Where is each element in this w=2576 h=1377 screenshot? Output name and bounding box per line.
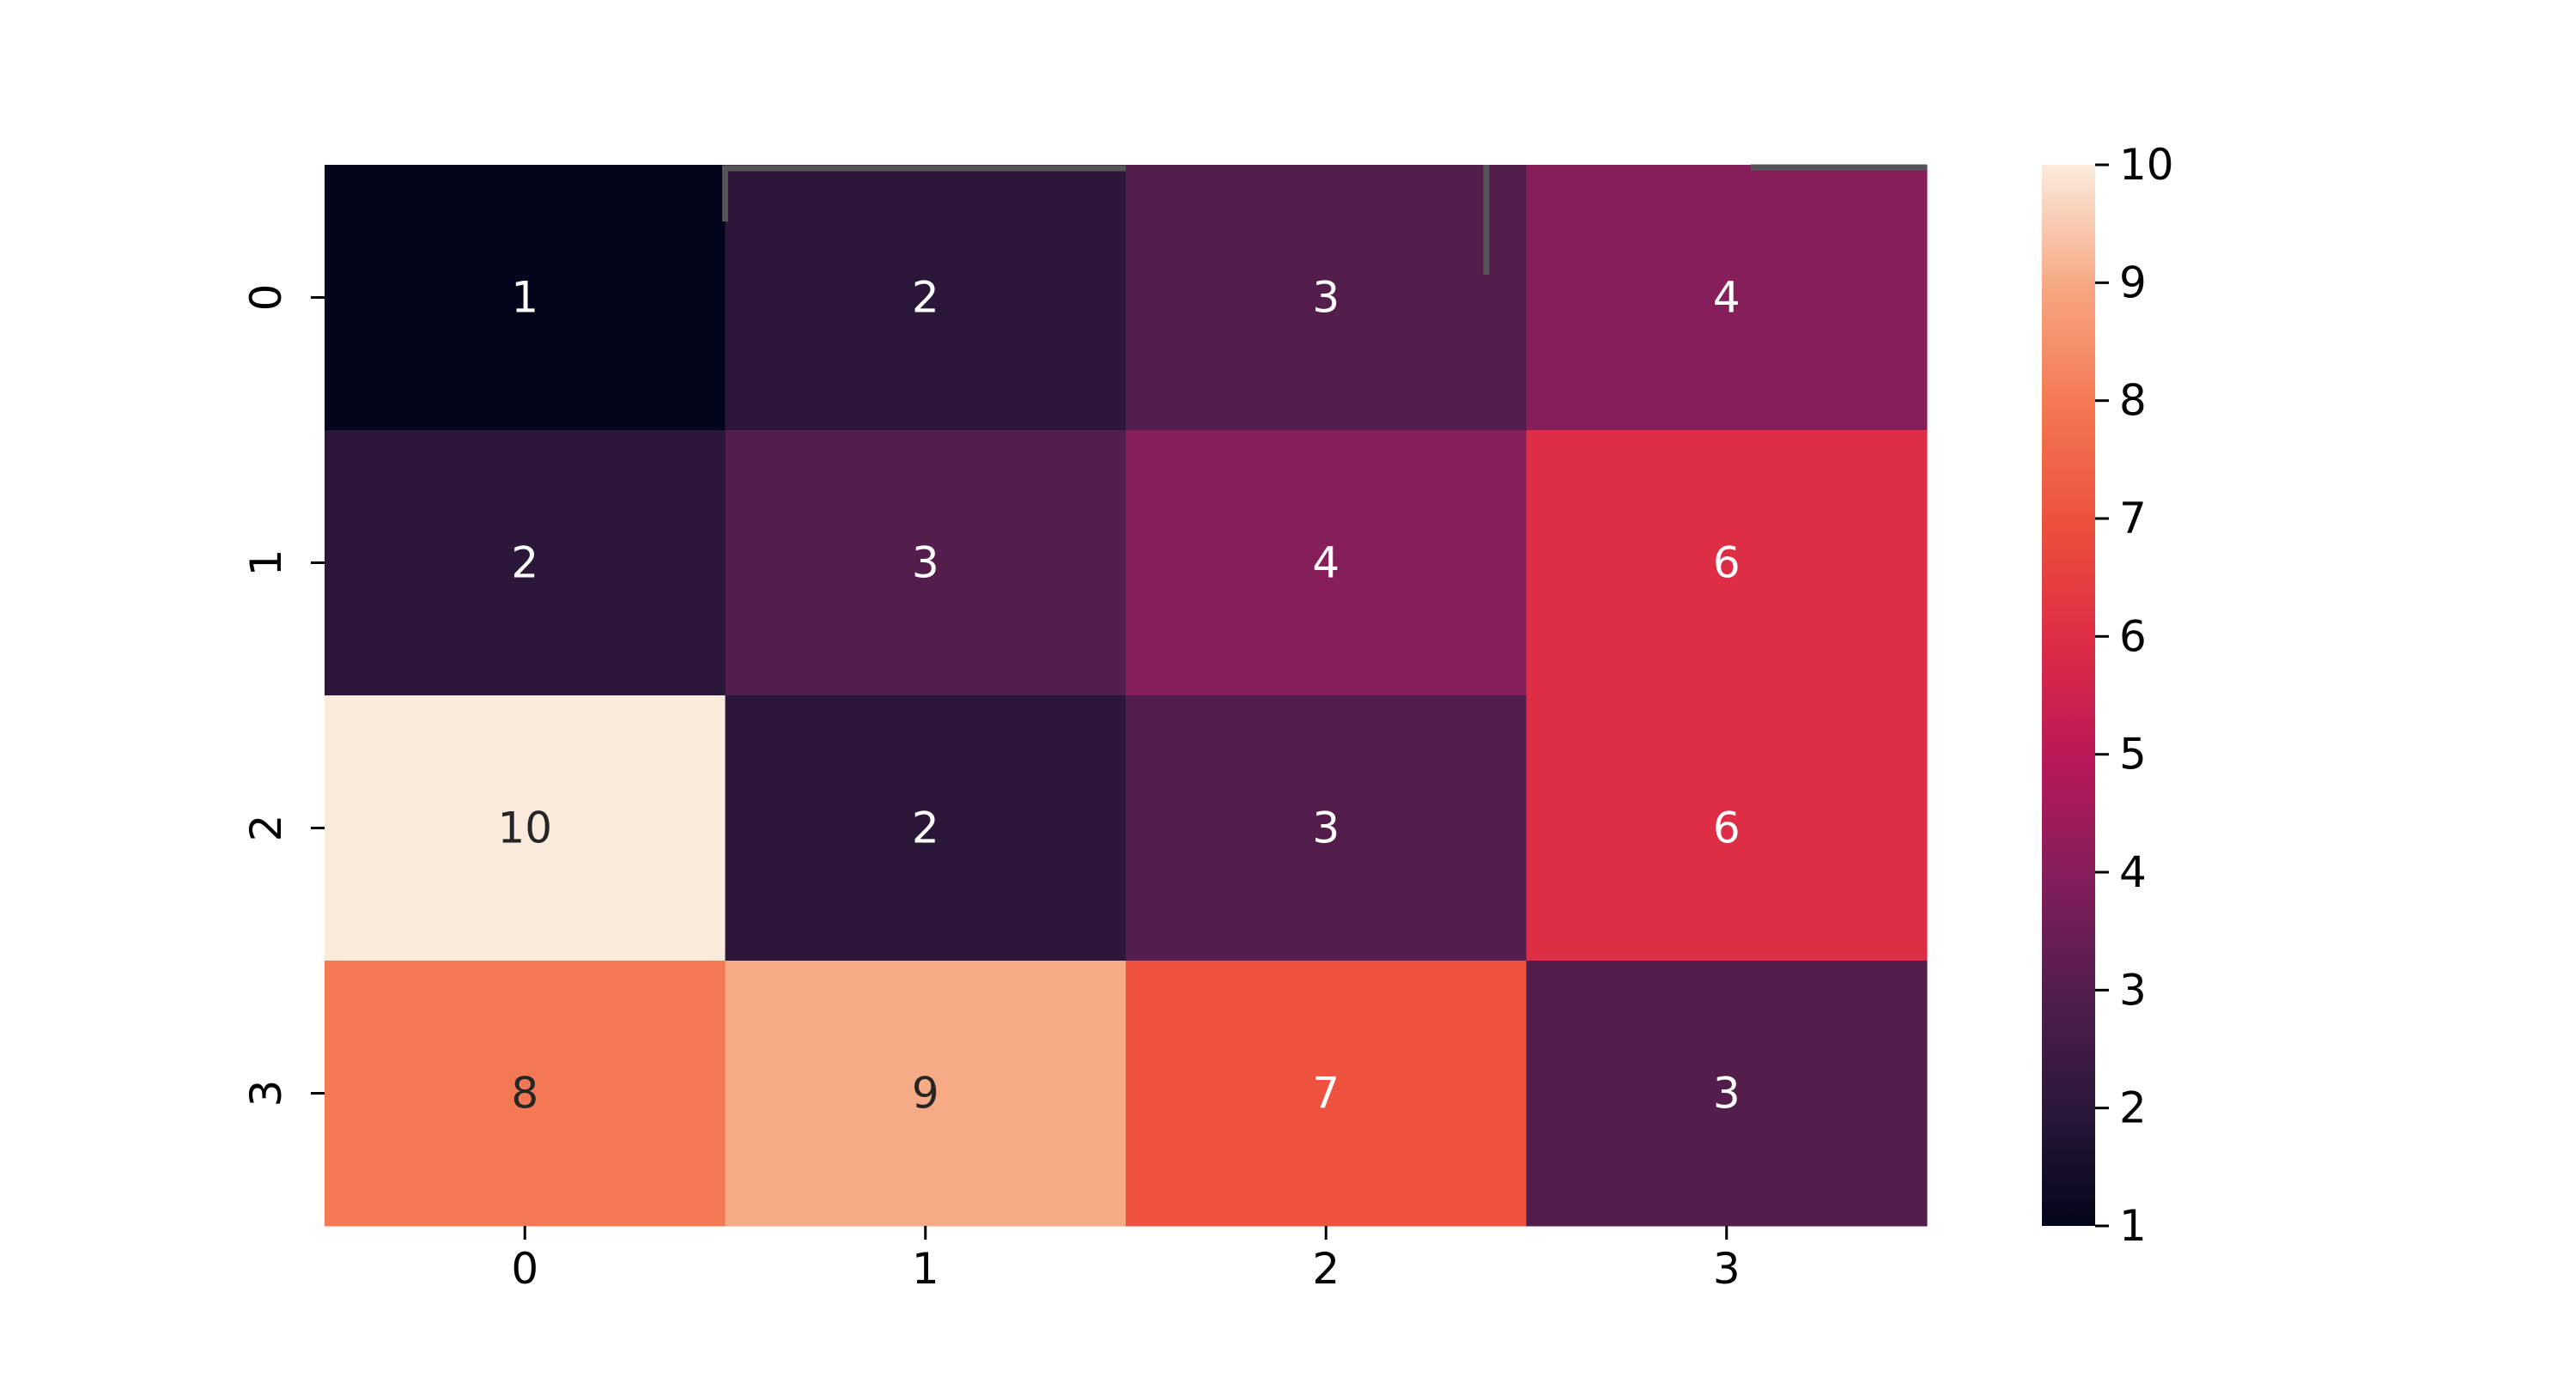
- x-tick-label-3: 3: [1713, 1244, 1741, 1294]
- cell-label-r1-c2: 4: [1312, 538, 1340, 588]
- heatmap-annotations: 1 2 3 4 2 3 4 6 10 2 3 6 8 9 7 3: [497, 273, 1740, 1119]
- heatmap-cell-r3-c2: [1126, 961, 1527, 1227]
- y-tick-label-3: 3: [241, 1080, 291, 1107]
- colorbar-tick-label-4: 5: [2119, 730, 2147, 779]
- cell-label-r3-c1: 9: [912, 1069, 939, 1119]
- y-tick-label-2: 2: [241, 815, 291, 842]
- cell-label-r3-c3: 3: [1713, 1069, 1741, 1119]
- heatmap-cell-r0-c1: [725, 165, 1127, 431]
- colorbar-tick-label-9: 10: [2119, 140, 2174, 190]
- colorbar: 1 2 3 4 5 6 7 8 9 10: [2042, 140, 2174, 1251]
- x-tick-label-1: 1: [912, 1244, 939, 1294]
- colorbar-tick-label-3: 4: [2119, 847, 2147, 897]
- cell-label-r0-c3: 4: [1713, 273, 1741, 323]
- heatmap-cell-r2-c3: [1526, 695, 1928, 961]
- heatmap-cell-r3-c0: [325, 961, 726, 1227]
- heatmap-cells: [325, 165, 1928, 1227]
- y-tick-label-0: 0: [241, 284, 291, 312]
- colorbar-tick-label-2: 3: [2119, 965, 2147, 1015]
- x-tick-label-2: 2: [1312, 1244, 1340, 1294]
- heatmap-cell-r3-c1: [725, 961, 1127, 1227]
- heatmap-cell-r1-c1: [725, 430, 1127, 696]
- cell-label-r2-c0: 10: [497, 804, 552, 853]
- cell-label-r0-c1: 2: [912, 273, 939, 323]
- y-tick-label-1: 1: [241, 549, 291, 577]
- cell-label-r3-c2: 7: [1312, 1069, 1340, 1119]
- heatmap-cell-r0-c2: [1126, 165, 1527, 431]
- overlay-mark-0: [722, 165, 1126, 221]
- colorbar-tick-label-1: 2: [2119, 1083, 2147, 1133]
- heatmap-cell-r2-c1: [725, 695, 1127, 961]
- cell-label-r0-c2: 3: [1312, 273, 1340, 323]
- overlay-marks: [722, 164, 1927, 275]
- cell-label-r1-c1: 3: [912, 538, 939, 588]
- colorbar-gradient: [2042, 165, 2095, 1226]
- x-tick-label-0: 0: [511, 1244, 538, 1294]
- heatmap-cell-r2-c2: [1126, 695, 1527, 961]
- heatmap-cell-r3-c3: [1526, 961, 1928, 1227]
- cell-label-r1-c3: 6: [1713, 538, 1741, 588]
- heatmap-cell-r1-c3: [1526, 430, 1928, 696]
- colorbar-tick-label-5: 6: [2119, 611, 2147, 661]
- y-axis: 0 1 2 3: [241, 284, 325, 1107]
- colorbar-tick-label-0: 1: [2119, 1201, 2147, 1251]
- x-axis: 0 1 2 3: [511, 1226, 1741, 1294]
- heatmap-cell-r1-c0: [325, 430, 726, 696]
- colorbar-tick-label-6: 7: [2119, 494, 2147, 543]
- heatmap-cell-r0-c3: [1526, 165, 1928, 431]
- colorbar-tick-label-8: 9: [2119, 258, 2147, 307]
- cell-label-r2-c3: 6: [1713, 804, 1741, 853]
- heatmap-cell-r1-c2: [1126, 430, 1527, 696]
- cell-label-r1-c0: 2: [511, 538, 538, 588]
- cell-label-r3-c0: 8: [511, 1069, 538, 1119]
- heatmap-cell-r0-c0: [325, 165, 726, 431]
- cell-label-r2-c2: 3: [1312, 804, 1340, 853]
- colorbar-tick-label-7: 8: [2119, 376, 2147, 426]
- heatmap-cell-r2-c0: [325, 695, 726, 961]
- cell-label-r2-c1: 2: [912, 804, 939, 853]
- cell-label-r0-c0: 1: [511, 273, 538, 323]
